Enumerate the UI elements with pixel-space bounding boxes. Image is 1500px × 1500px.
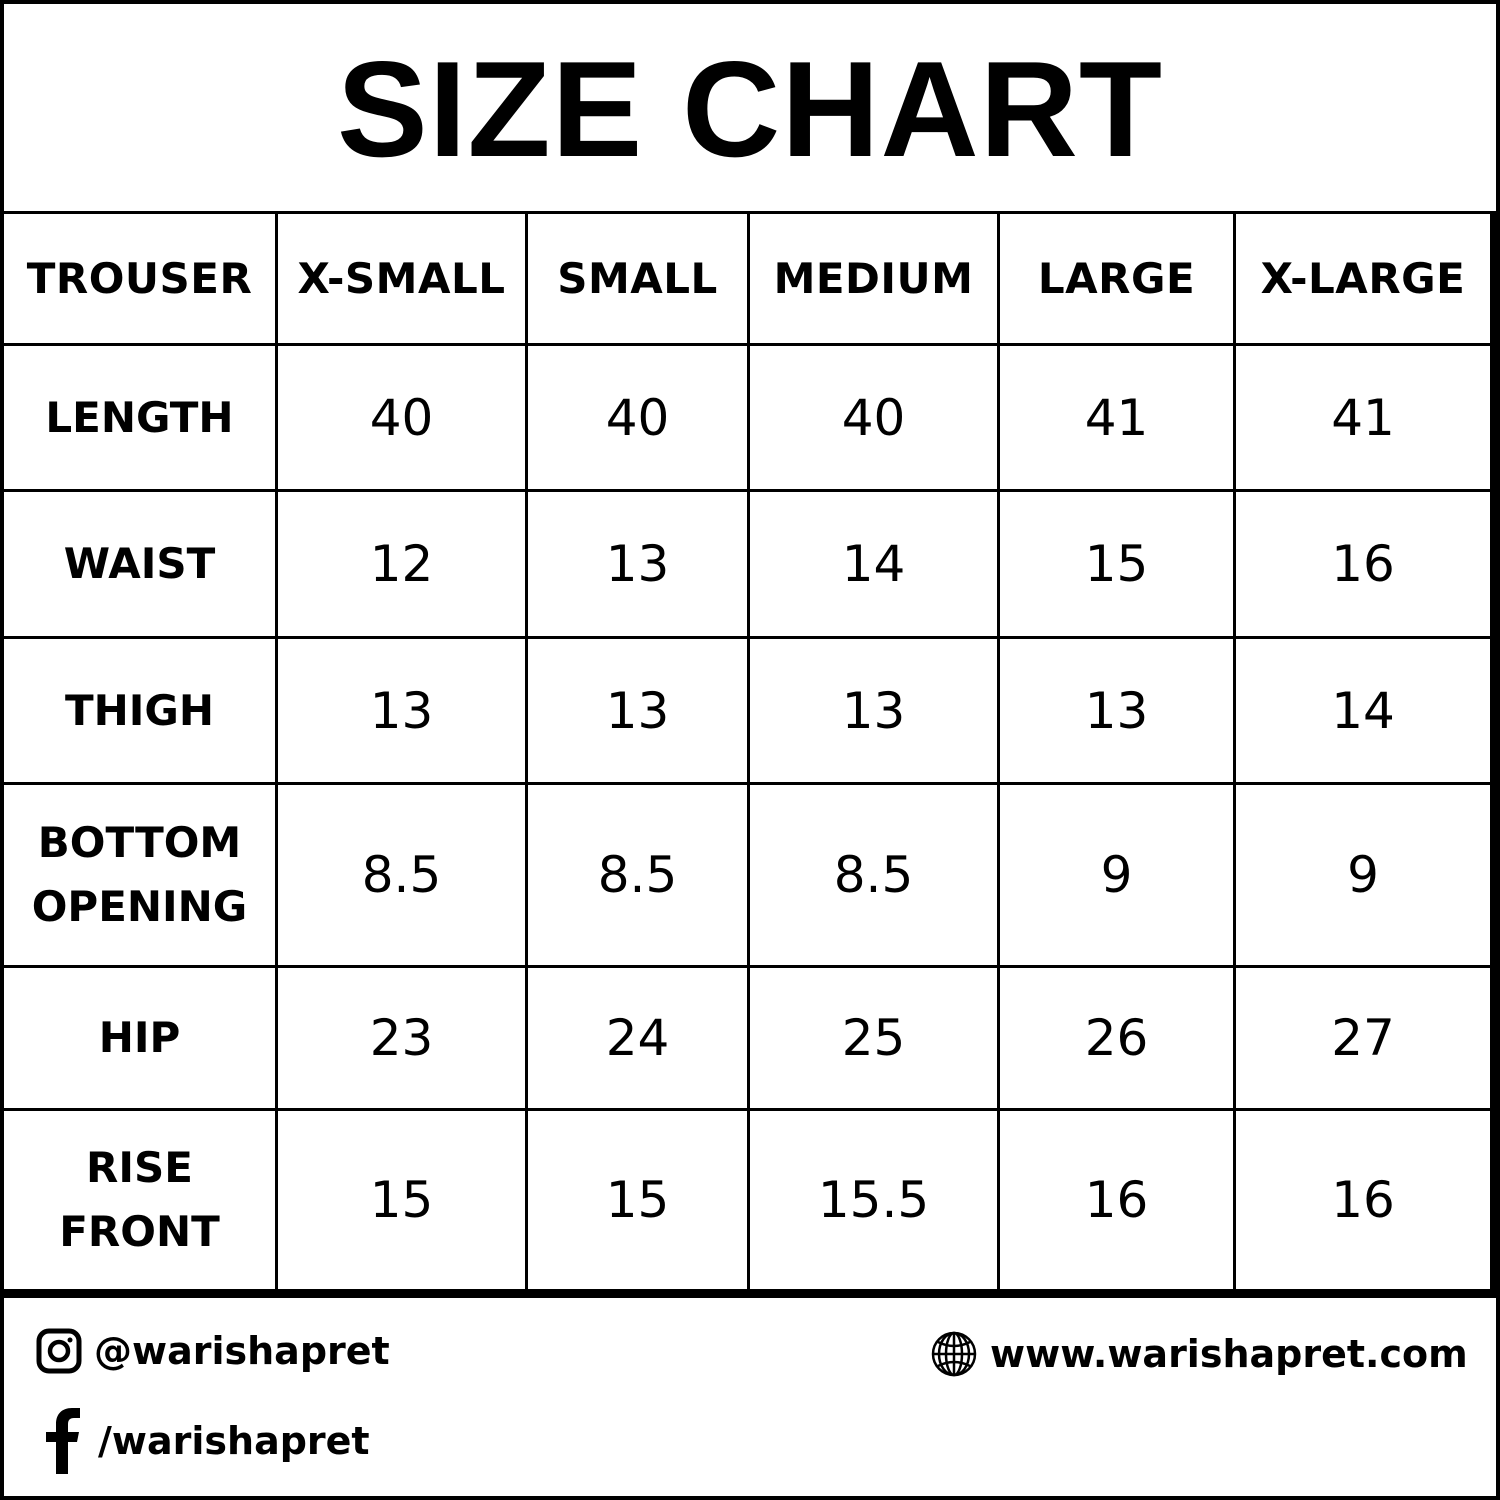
instagram-handle: @warishapret	[94, 1329, 390, 1373]
table-cell: 27	[1236, 968, 1490, 1108]
size-table: TROUSER X-SMALL SMALL MEDIUM LARGE X-LARGE LEN…	[4, 211, 1496, 1294]
column-header: X-LARGE	[1236, 214, 1490, 343]
table-cell: 23	[278, 968, 525, 1108]
table-cell: 15.5	[750, 1111, 997, 1289]
table-cell: 13	[528, 492, 747, 636]
table-cell: 15	[528, 1111, 747, 1289]
facebook-icon	[46, 1408, 80, 1474]
facebook-link[interactable]: /warishapret	[40, 1408, 370, 1474]
table-cell: 13	[1000, 639, 1233, 782]
globe-icon	[931, 1331, 977, 1377]
website-link[interactable]: www.warishapret.com	[930, 1330, 1468, 1378]
table-cell: 9	[1236, 785, 1490, 965]
column-header: X-SMALL	[278, 214, 525, 343]
table-cell: 26	[1000, 968, 1233, 1108]
table-cell: 9	[1000, 785, 1233, 965]
table-cell: 14	[750, 492, 997, 636]
header-corner: TROUSER	[4, 214, 275, 343]
table-cell: 41	[1000, 346, 1233, 489]
row-label: RISE FRONT	[4, 1111, 275, 1289]
column-header: MEDIUM	[750, 214, 997, 343]
row-label: HIP	[4, 968, 275, 1108]
table-cell: 41	[1236, 346, 1490, 489]
table-cell: 24	[528, 968, 747, 1108]
table-cell: 15	[1000, 492, 1233, 636]
table-cell: 13	[278, 639, 525, 782]
website-url: www.warishapret.com	[990, 1332, 1468, 1376]
table-cell: 25	[750, 968, 997, 1108]
table-cell: 15	[278, 1111, 525, 1289]
table-cell: 8.5	[278, 785, 525, 965]
row-label: BOTTOM OPENING	[4, 785, 275, 965]
row-label: WAIST	[4, 492, 275, 636]
table-cell: 40	[750, 346, 997, 489]
instagram-icon	[36, 1328, 82, 1374]
table-cell: 8.5	[528, 785, 747, 965]
table-cell: 40	[278, 346, 525, 489]
table-cell: 13	[750, 639, 997, 782]
row-label: LENGTH	[4, 346, 275, 489]
footer: @warishapret /warishapret www.warishapre…	[4, 1294, 1496, 1496]
instagram-link[interactable]: @warishapret	[36, 1328, 390, 1374]
table-cell: 8.5	[750, 785, 997, 965]
row-label: THIGH	[4, 639, 275, 782]
table-cell: 14	[1236, 639, 1490, 782]
table-cell: 13	[528, 639, 747, 782]
table-cell: 12	[278, 492, 525, 636]
table-cell: 16	[1000, 1111, 1233, 1289]
table-cell: 16	[1236, 1111, 1490, 1289]
column-header: SMALL	[528, 214, 747, 343]
page-title: SIZE CHART	[337, 33, 1163, 185]
column-header: LARGE	[1000, 214, 1233, 343]
table-cell: 40	[528, 346, 747, 489]
facebook-handle: /warishapret	[98, 1419, 370, 1463]
table-cell: 16	[1236, 492, 1490, 636]
